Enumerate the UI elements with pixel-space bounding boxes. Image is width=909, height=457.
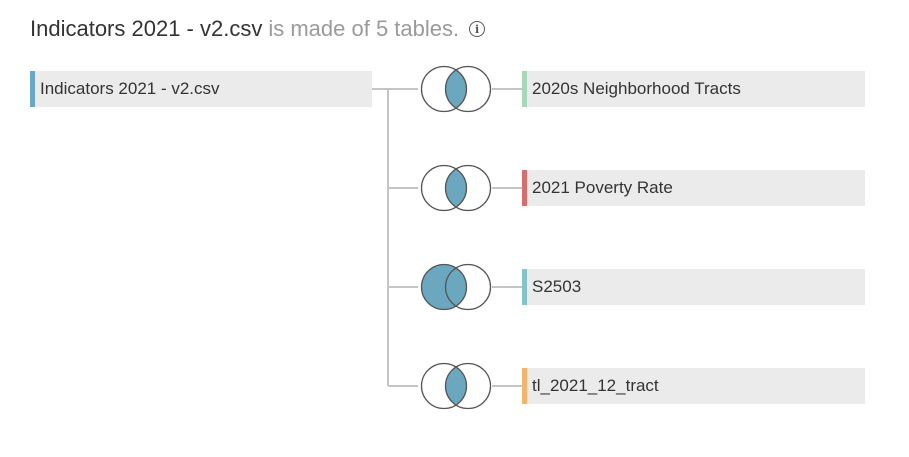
table-color-bar: [522, 368, 527, 404]
join-inner-icon[interactable]: [418, 164, 494, 212]
related-table-1[interactable]: 2020s Neighborhood Tracts: [522, 71, 865, 107]
related-table-label: 2021 Poverty Rate: [532, 178, 673, 197]
table-color-bar: [522, 269, 527, 305]
page-header: Indicators 2021 - v2.csv is made of 5 ta…: [30, 14, 486, 44]
data-source-name: Indicators 2021 - v2.csv: [30, 16, 263, 41]
related-table-label: S2503: [532, 277, 582, 296]
join-inner-icon[interactable]: [418, 362, 494, 410]
related-table-3[interactable]: S2503: [522, 269, 865, 305]
table-count-description: is made of 5 tables.: [268, 16, 460, 41]
primary-table-label: Indicators 2021 - v2.csv: [40, 79, 220, 98]
table-color-bar: [30, 71, 35, 107]
info-icon[interactable]: i: [469, 21, 486, 37]
table-color-bar: [522, 170, 527, 206]
table-color-bar: [522, 71, 527, 107]
related-table-2[interactable]: 2021 Poverty Rate: [522, 170, 865, 206]
join-left-icon[interactable]: [418, 263, 494, 311]
related-table-label: 2020s Neighborhood Tracts: [532, 79, 741, 98]
join-inner-icon[interactable]: [418, 65, 494, 113]
related-table-4[interactable]: tl_2021_12_tract: [522, 368, 865, 404]
primary-table[interactable]: Indicators 2021 - v2.csv: [30, 71, 372, 107]
related-table-label: tl_2021_12_tract: [532, 376, 659, 395]
